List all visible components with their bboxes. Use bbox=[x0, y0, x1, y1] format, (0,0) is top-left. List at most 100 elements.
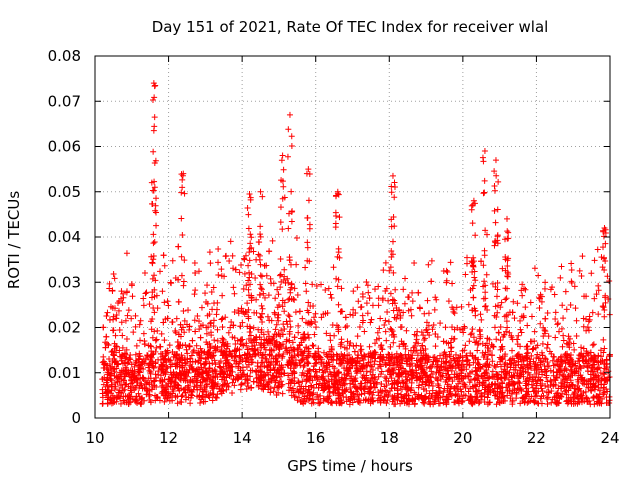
data-point bbox=[375, 283, 382, 290]
data-point bbox=[221, 349, 228, 356]
data-point bbox=[455, 363, 462, 370]
data-point bbox=[397, 391, 404, 398]
data-point bbox=[453, 371, 460, 378]
data-point bbox=[552, 334, 559, 341]
data-point bbox=[327, 371, 334, 378]
data-point bbox=[425, 310, 432, 317]
y-tick-label: 0.03 bbox=[48, 273, 81, 291]
data-point bbox=[312, 360, 319, 367]
data-point bbox=[318, 374, 325, 381]
data-point bbox=[267, 367, 274, 374]
data-point bbox=[388, 223, 395, 230]
data-point bbox=[333, 275, 340, 282]
data-point bbox=[192, 328, 199, 335]
data-point bbox=[151, 114, 158, 121]
data-point bbox=[299, 315, 306, 322]
data-point bbox=[443, 267, 450, 274]
data-point bbox=[484, 307, 491, 314]
data-point bbox=[504, 215, 510, 222]
data-point bbox=[480, 262, 487, 269]
data-point bbox=[287, 384, 294, 391]
data-point bbox=[491, 362, 498, 369]
data-point bbox=[229, 390, 236, 397]
data-point bbox=[377, 363, 384, 370]
data-point bbox=[423, 326, 430, 333]
data-point bbox=[551, 291, 558, 298]
data-point bbox=[520, 314, 527, 321]
data-point bbox=[363, 368, 370, 375]
data-point bbox=[542, 315, 549, 322]
data-point bbox=[226, 348, 233, 355]
data-point bbox=[197, 345, 204, 352]
data-point bbox=[350, 288, 357, 295]
data-point bbox=[278, 327, 285, 334]
data-point bbox=[335, 324, 342, 331]
data-point bbox=[421, 337, 428, 344]
data-point bbox=[149, 351, 156, 358]
data-point bbox=[274, 358, 281, 365]
data-point bbox=[409, 395, 416, 402]
data-point bbox=[517, 400, 524, 407]
data-point bbox=[504, 263, 511, 270]
data-point bbox=[592, 353, 599, 360]
data-point bbox=[150, 127, 157, 134]
data-point bbox=[218, 266, 225, 273]
data-point bbox=[511, 315, 518, 322]
data-point bbox=[514, 336, 521, 343]
data-point bbox=[606, 393, 613, 400]
data-point bbox=[176, 342, 183, 349]
data-point bbox=[494, 279, 501, 286]
data-point bbox=[382, 259, 389, 266]
data-point bbox=[222, 314, 229, 321]
data-point bbox=[514, 372, 521, 379]
data-point bbox=[235, 365, 242, 372]
data-point bbox=[594, 246, 601, 253]
data-point bbox=[453, 374, 460, 381]
data-point bbox=[535, 374, 542, 381]
data-point bbox=[385, 297, 392, 304]
data-point bbox=[279, 226, 286, 233]
data-point bbox=[252, 350, 259, 357]
data-point bbox=[259, 352, 266, 359]
data-point bbox=[150, 350, 157, 357]
data-point bbox=[494, 237, 501, 244]
data-point bbox=[133, 393, 140, 400]
data-point bbox=[200, 368, 207, 375]
data-point bbox=[399, 341, 406, 348]
data-point bbox=[597, 359, 604, 366]
data-point bbox=[427, 400, 434, 407]
data-point bbox=[285, 279, 292, 286]
data-point bbox=[539, 340, 546, 347]
data-point bbox=[198, 349, 205, 356]
data-point bbox=[338, 285, 345, 292]
data-point bbox=[523, 377, 530, 384]
data-point bbox=[106, 280, 113, 287]
data-point bbox=[193, 342, 200, 349]
data-point bbox=[564, 400, 571, 407]
data-point bbox=[137, 317, 144, 324]
data-point bbox=[299, 390, 306, 397]
data-point bbox=[265, 337, 272, 344]
data-point bbox=[401, 367, 408, 374]
data-point bbox=[276, 272, 283, 279]
data-point bbox=[339, 308, 346, 315]
data-point bbox=[174, 363, 181, 370]
data-point bbox=[99, 400, 106, 407]
data-point bbox=[231, 382, 238, 389]
data-point bbox=[523, 354, 530, 361]
data-point bbox=[374, 379, 381, 386]
data-point bbox=[152, 157, 159, 164]
data-point bbox=[173, 351, 180, 358]
data-point bbox=[194, 366, 201, 373]
data-point bbox=[247, 281, 254, 288]
data-point bbox=[102, 339, 109, 346]
data-point bbox=[175, 276, 182, 283]
data-point bbox=[388, 183, 395, 190]
data-point bbox=[570, 340, 577, 347]
data-point bbox=[146, 391, 153, 398]
data-point bbox=[473, 371, 480, 378]
data-point bbox=[100, 353, 107, 360]
data-point bbox=[554, 400, 561, 407]
data-point bbox=[197, 334, 204, 341]
data-point bbox=[601, 267, 608, 274]
